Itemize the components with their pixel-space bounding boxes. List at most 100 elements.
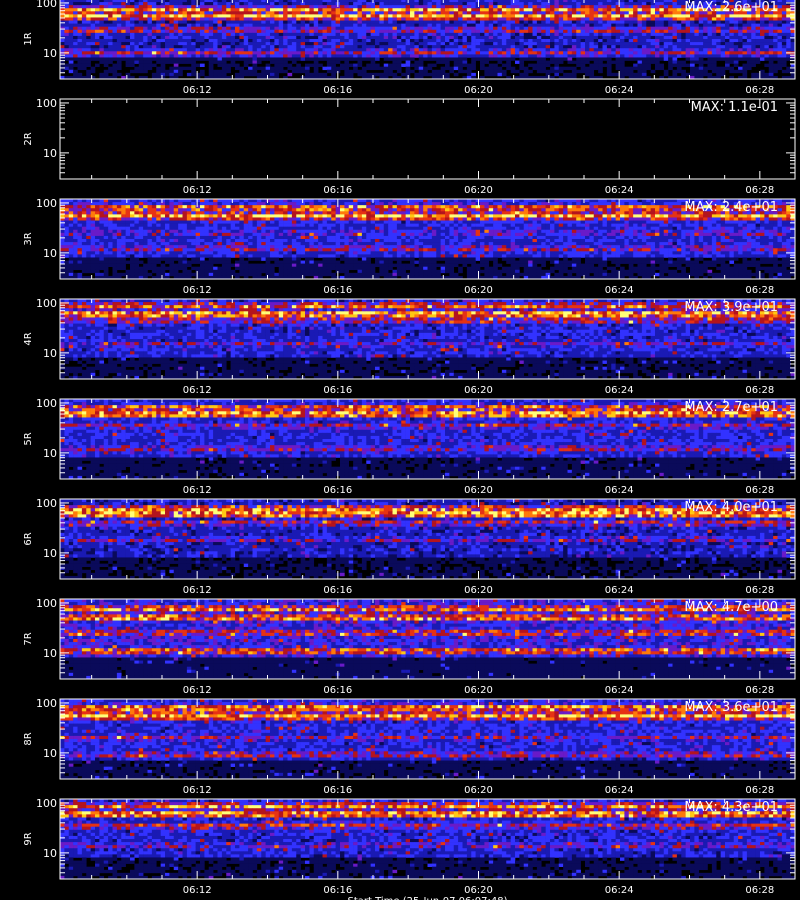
heatmap-cell (239, 202, 245, 206)
heatmap-cell (103, 11, 109, 15)
heatmap-cell (77, 8, 83, 12)
heatmap-cell (348, 211, 354, 215)
heatmap-cell (235, 8, 240, 12)
heatmap-cell (515, 69, 520, 74)
heatmap-cell (265, 54, 271, 58)
heatmap-cell (191, 39, 196, 43)
heatmap-cell (121, 5, 126, 9)
heatmap-cell (156, 32, 161, 37)
heatmap-cell (532, 2, 538, 6)
heatmap-cell (230, 211, 236, 215)
heatmap-cell (213, 42, 218, 46)
heatmap-cell (366, 26, 371, 31)
heatmap-cell (738, 45, 743, 49)
heatmap-cell (589, 199, 595, 203)
heatmap-cell (550, 35, 555, 40)
heatmap-cell (598, 20, 603, 24)
heatmap-cell (60, 14, 65, 18)
heatmap-cell (60, 208, 65, 212)
heatmap-cell (676, 23, 682, 27)
heatmap-cell (200, 72, 205, 77)
heatmap-cell (401, 32, 406, 37)
heatmap-cell (68, 20, 74, 24)
heatmap-cell (585, 32, 590, 37)
heatmap-cell (711, 57, 717, 61)
heatmap-cell (226, 14, 231, 18)
heatmap-cell (151, 14, 157, 18)
heatmap-cell (235, 29, 240, 34)
heatmap-cell (458, 63, 463, 67)
heatmap-cell (116, 0, 122, 3)
heatmap-cell (466, 208, 472, 212)
heatmap-cell (335, 20, 341, 24)
heatmap-cell (405, 54, 411, 58)
heatmap-cell (536, 42, 542, 46)
heatmap-cell (195, 202, 201, 206)
heatmap-cell (480, 51, 485, 55)
heatmap-cell (462, 63, 468, 67)
heatmap-cell (764, 63, 770, 67)
heatmap-cell (751, 39, 756, 43)
max-label: MAX: 1.1e-01 (691, 100, 778, 115)
heatmap-cell (86, 23, 91, 27)
heatmap-cell (291, 8, 297, 12)
heatmap-cell (248, 205, 253, 209)
heatmap-cell (786, 17, 791, 21)
heatmap-cell (73, 14, 78, 18)
heatmap-cell (755, 202, 761, 206)
heatmap-cell (331, 51, 336, 55)
heatmap-cell (68, 75, 74, 80)
heatmap-cell (585, 26, 590, 31)
heatmap-cell (637, 29, 643, 34)
heatmap-cell (138, 199, 144, 203)
heatmap-cell (545, 20, 551, 24)
heatmap-cell (523, 208, 529, 212)
heatmap-cell (641, 11, 647, 15)
heatmap-cell (165, 202, 170, 206)
heatmap-cell (515, 20, 520, 24)
heatmap-cell (545, 0, 551, 3)
heatmap-cell (698, 54, 704, 58)
heatmap-cell (256, 32, 262, 37)
heatmap-cell (528, 17, 533, 21)
heatmap-cell (506, 208, 511, 212)
heatmap-cell (121, 54, 126, 58)
heatmap-cell (668, 0, 673, 3)
heatmap-cell (366, 39, 371, 43)
heatmap-cell (786, 11, 791, 15)
heatmap-cell (383, 75, 389, 80)
heatmap-cell (291, 17, 297, 21)
heatmap-cell (681, 199, 686, 203)
heatmap-cell (353, 48, 358, 52)
heatmap-cell (151, 208, 157, 212)
heatmap-cell (571, 8, 577, 12)
heatmap-cell (296, 2, 301, 6)
heatmap-cell (278, 32, 284, 37)
heatmap-cell (344, 32, 350, 37)
heatmap-cell (458, 208, 463, 212)
heatmap-cell (536, 211, 542, 215)
heatmap-cell (313, 5, 319, 9)
heatmap-cell (287, 0, 293, 3)
heatmap-cell (690, 11, 695, 15)
heatmap-cell (593, 75, 599, 80)
heatmap-cell (86, 2, 91, 6)
heatmap-cell (331, 54, 336, 58)
heatmap-cell (160, 5, 166, 9)
heatmap-cell (239, 57, 245, 61)
heatmap-cell (392, 54, 398, 58)
heatmap-cell (313, 26, 319, 31)
heatmap-cell (357, 20, 363, 24)
heatmap-cell (746, 66, 752, 71)
heatmap-cell (764, 39, 770, 43)
heatmap-cell (445, 66, 450, 71)
heatmap-cell (138, 20, 144, 24)
heatmap-cell (77, 42, 83, 46)
heatmap-cell (134, 39, 140, 43)
heatmap-cell (786, 0, 791, 3)
heatmap-cell (519, 54, 525, 58)
heatmap-cell (235, 32, 240, 37)
heatmap-cell (151, 63, 157, 67)
heatmap-cell (134, 57, 140, 61)
heatmap-cell (458, 0, 463, 3)
